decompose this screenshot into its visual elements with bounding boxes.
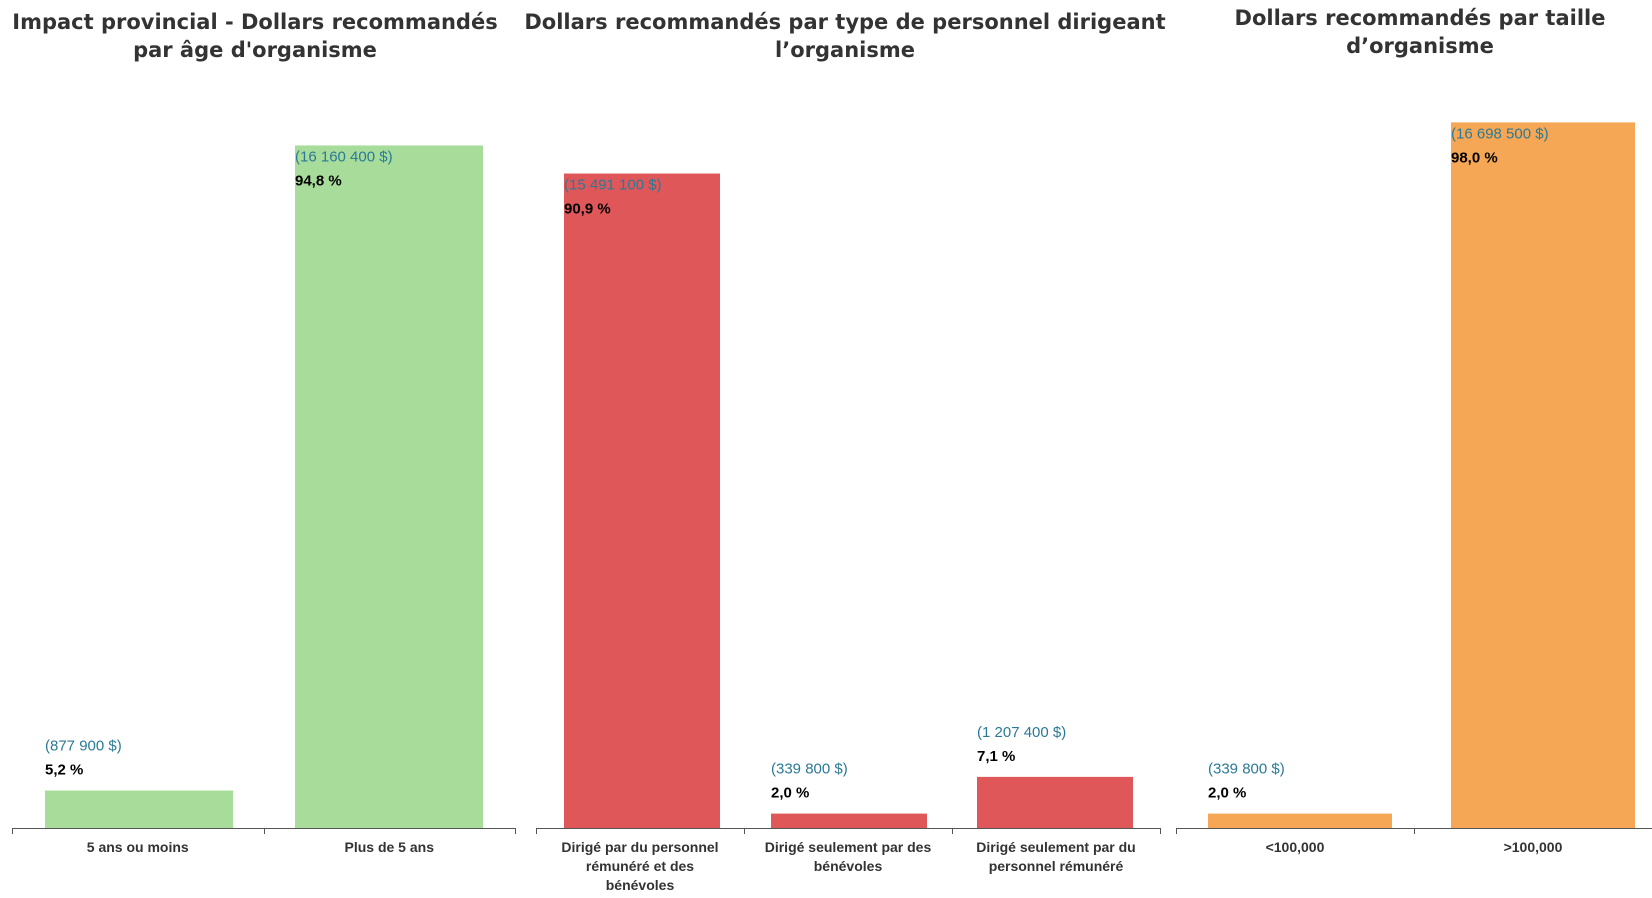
chart-title-age: Impact provincial - Dollars recommandés …	[12, 10, 498, 62]
category-label: Dirigé seulement par du personnel rémunér…	[976, 839, 1135, 874]
data-label: 2,0 %	[1208, 785, 1246, 802]
bar	[1451, 122, 1635, 828]
bar	[771, 813, 927, 828]
chart-title-size: Dollars recommandés par taille d’organis…	[1234, 6, 1606, 58]
category-label: Plus de 5 ans	[345, 839, 435, 855]
category-label: <100,000	[1266, 839, 1325, 855]
bar	[1208, 813, 1392, 828]
data-label: 7,1 %	[977, 748, 1015, 765]
amount-label: (16 698 500 $)	[1451, 125, 1549, 142]
category-label: Dirigé par du personnel rémunéré et des bé…	[561, 839, 718, 893]
bar	[295, 145, 483, 828]
amount-label: (877 900 $)	[45, 738, 122, 755]
category-label: 5 ans ou moins	[87, 839, 189, 855]
data-label: 5,2 %	[45, 762, 83, 779]
bar	[45, 790, 233, 828]
amount-label: (1 207 400 $)	[977, 724, 1066, 741]
bar	[977, 776, 1133, 828]
amount-label: (339 800 $)	[1208, 761, 1285, 778]
data-label: 2,0 %	[771, 785, 809, 802]
bar	[564, 173, 720, 828]
data-label: 98,0 %	[1451, 149, 1498, 166]
amount-label: (339 800 $)	[771, 761, 848, 778]
chart-title-staff-type: Dollars recommandés par type de personne…	[524, 10, 1166, 62]
data-label: 90,9 %	[564, 201, 611, 218]
data-label: 94,8 %	[295, 172, 342, 189]
category-label: >100,000	[1504, 839, 1563, 855]
amount-label: (16 160 400 $)	[295, 148, 393, 165]
category-label: Dirigé seulement par des bénévoles	[765, 839, 932, 874]
amount-label: (15 491 100 $)	[564, 177, 662, 194]
